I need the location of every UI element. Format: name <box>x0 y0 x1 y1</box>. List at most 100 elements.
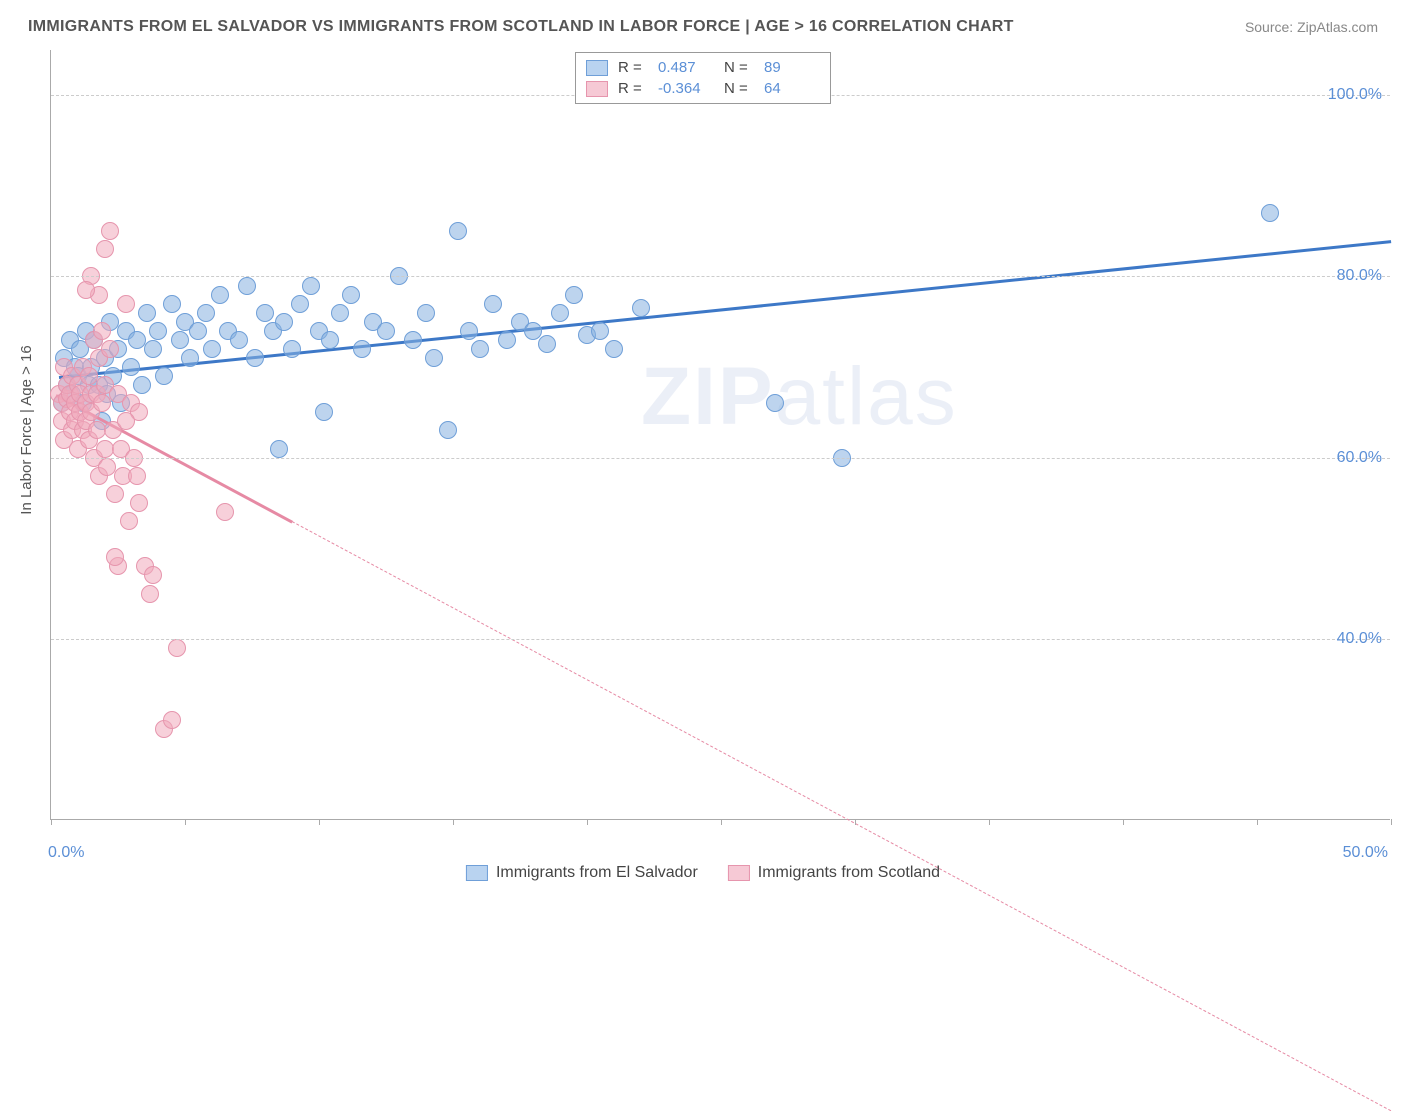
data-point <box>155 367 173 385</box>
legend-row: R = 0.487 N = 89 <box>586 57 820 78</box>
data-point <box>353 340 371 358</box>
x-tick <box>185 819 186 825</box>
data-point <box>460 322 478 340</box>
x-tick <box>51 819 52 825</box>
data-point <box>203 340 221 358</box>
data-point <box>130 494 148 512</box>
gridline <box>51 276 1390 277</box>
x-tick <box>989 819 990 825</box>
legend-n-label: N = <box>724 80 754 97</box>
y-tick-label: 40.0% <box>1337 630 1382 648</box>
data-point <box>96 240 114 258</box>
legend-row: R = -0.364 N = 64 <box>586 78 820 99</box>
data-point <box>181 349 199 367</box>
x-tick <box>319 819 320 825</box>
data-point <box>101 340 119 358</box>
legend-series: Immigrants from El Salvador Immigrants f… <box>466 864 940 882</box>
data-point <box>449 222 467 240</box>
data-point <box>632 299 650 317</box>
legend-r-value: -0.364 <box>658 80 714 97</box>
data-point <box>144 566 162 584</box>
data-point <box>439 421 457 439</box>
gridline <box>51 458 1390 459</box>
legend-item: Immigrants from El Salvador <box>466 864 698 882</box>
data-point <box>149 322 167 340</box>
data-point <box>425 349 443 367</box>
data-point <box>171 331 189 349</box>
data-point <box>133 376 151 394</box>
data-point <box>216 503 234 521</box>
legend-r-label: R = <box>618 59 648 76</box>
x-tick <box>1391 819 1392 825</box>
data-point <box>766 394 784 412</box>
data-point <box>120 512 138 530</box>
data-point <box>551 304 569 322</box>
data-point <box>128 467 146 485</box>
data-point <box>291 295 309 313</box>
data-point <box>246 349 264 367</box>
legend-item: Immigrants from Scotland <box>728 864 940 882</box>
data-point <box>168 639 186 657</box>
x-tick <box>855 819 856 825</box>
data-point <box>197 304 215 322</box>
data-point <box>117 295 135 313</box>
data-point <box>591 322 609 340</box>
x-tick-label-min: 0.0% <box>48 844 84 862</box>
y-tick-label: 80.0% <box>1337 267 1382 285</box>
data-point <box>377 322 395 340</box>
legend-item-label: Immigrants from Scotland <box>758 864 940 882</box>
data-point <box>342 286 360 304</box>
plot-layer <box>51 50 1390 819</box>
data-point <box>189 322 207 340</box>
data-point <box>138 304 156 322</box>
data-point <box>230 331 248 349</box>
data-point <box>605 340 623 358</box>
data-point <box>117 412 135 430</box>
data-point <box>302 277 320 295</box>
x-tick <box>1123 819 1124 825</box>
data-point <box>144 340 162 358</box>
data-point <box>404 331 422 349</box>
data-point <box>122 358 140 376</box>
chart-title: IMMIGRANTS FROM EL SALVADOR VS IMMIGRANT… <box>28 18 1014 36</box>
data-point <box>270 440 288 458</box>
data-point <box>163 711 181 729</box>
legend-r-label: R = <box>618 80 648 97</box>
legend-correlation: R = 0.487 N = 89 R = -0.364 N = 64 <box>575 52 831 104</box>
legend-swatch-icon <box>586 81 608 97</box>
chart-plot-area: ZIPatlas 40.0%60.0%80.0%100.0% <box>50 50 1390 820</box>
legend-n-value: 89 <box>764 59 820 76</box>
legend-item-label: Immigrants from El Salvador <box>496 864 698 882</box>
data-point <box>238 277 256 295</box>
regression-line <box>292 521 1391 1111</box>
y-tick-label: 60.0% <box>1337 449 1382 467</box>
data-point <box>77 281 95 299</box>
data-point <box>283 340 301 358</box>
data-point <box>484 295 502 313</box>
data-point <box>163 295 181 313</box>
y-tick-label: 100.0% <box>1328 86 1382 104</box>
gridline <box>51 639 1390 640</box>
x-tick <box>1257 819 1258 825</box>
x-tick <box>721 819 722 825</box>
data-point <box>211 286 229 304</box>
data-point <box>106 548 124 566</box>
x-tick <box>587 819 588 825</box>
data-point <box>417 304 435 322</box>
data-point <box>256 304 274 322</box>
data-point <box>498 331 516 349</box>
data-point <box>321 331 339 349</box>
data-point <box>471 340 489 358</box>
data-point <box>315 403 333 421</box>
data-point <box>538 335 556 353</box>
legend-n-value: 64 <box>764 80 820 97</box>
legend-swatch-icon <box>466 865 488 881</box>
y-axis-label: In Labor Force | Age > 16 <box>18 345 35 514</box>
legend-swatch-icon <box>586 60 608 76</box>
data-point <box>106 485 124 503</box>
data-point <box>93 394 111 412</box>
data-point <box>1261 204 1279 222</box>
data-point <box>565 286 583 304</box>
data-point <box>275 313 293 331</box>
x-tick <box>453 819 454 825</box>
